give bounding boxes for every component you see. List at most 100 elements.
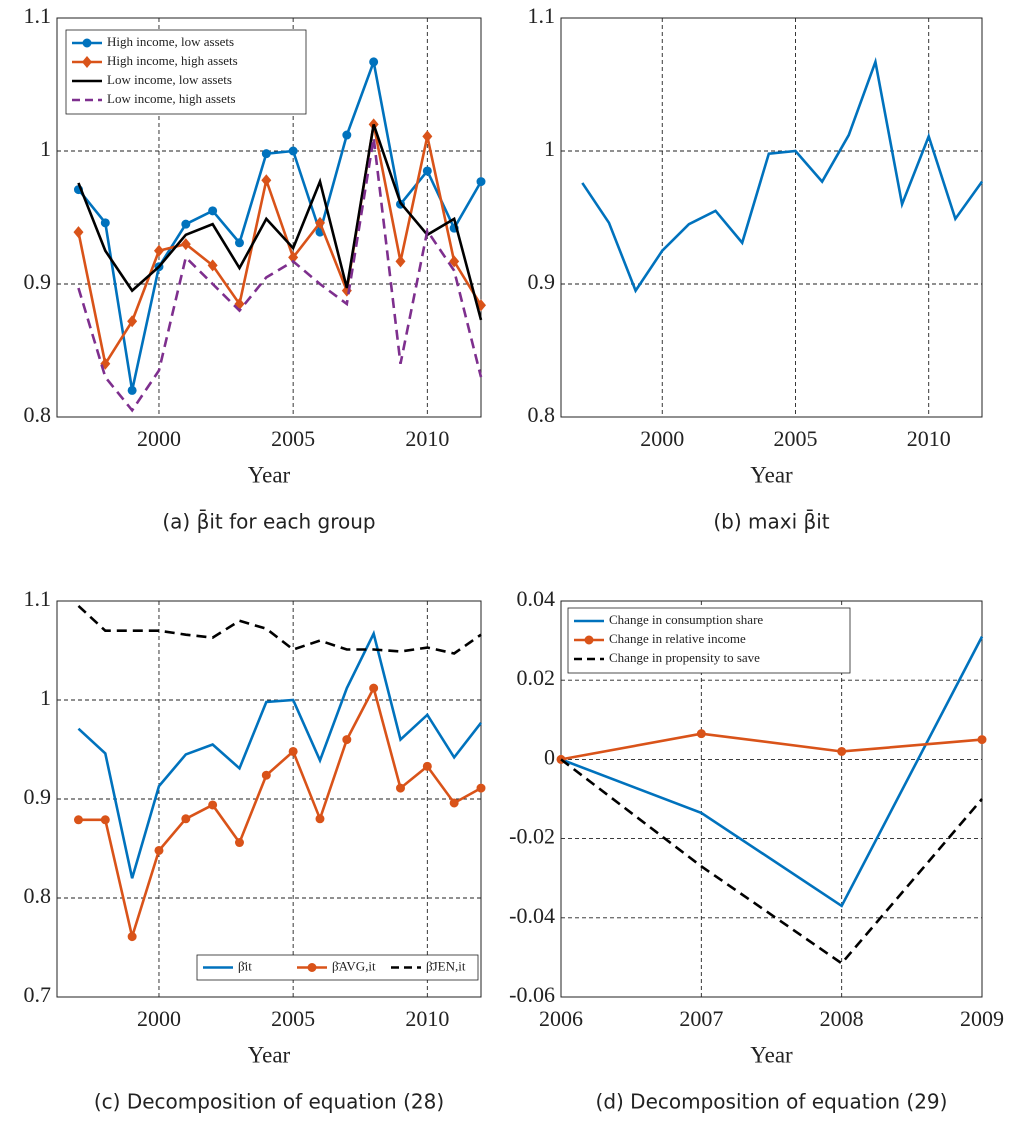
- marker: [696, 729, 706, 739]
- marker: [208, 206, 218, 216]
- marker: [208, 800, 218, 810]
- marker: [449, 798, 459, 808]
- legend-label: Change in relative income: [609, 631, 746, 646]
- marker: [127, 315, 138, 328]
- legend-box: [196, 954, 479, 981]
- marker: [261, 149, 271, 159]
- marker: [342, 735, 352, 745]
- marker: [154, 845, 164, 855]
- legend-box: [567, 607, 851, 674]
- legend-label: β̄it: [238, 958, 252, 973]
- y-tick-label: 0.9: [528, 269, 556, 294]
- x-tick-label: 2010: [405, 1006, 449, 1031]
- y-tick-label: 0.02: [517, 665, 556, 690]
- series-line: [77, 57, 483, 391]
- y-tick-label: 1: [40, 136, 51, 161]
- marker: [422, 130, 433, 143]
- y-tick-label: 1.1: [24, 586, 52, 611]
- marker: [207, 259, 218, 272]
- series-line: [77, 137, 483, 413]
- marker: [127, 932, 137, 942]
- marker: [395, 255, 406, 268]
- legend-label: β̄AVG,it: [332, 958, 376, 973]
- marker: [307, 963, 317, 972]
- series-line: [77, 604, 482, 655]
- x-tick-label: 2000: [137, 426, 181, 451]
- marker: [180, 238, 191, 251]
- y-tick-label: -0.04: [509, 903, 555, 928]
- x-tick-label: 2009: [960, 1006, 1004, 1031]
- x-axis-label: Year: [750, 1042, 793, 1067]
- x-axis-label: Year: [750, 462, 793, 487]
- series-line: [78, 684, 482, 942]
- series-line: [560, 758, 983, 966]
- marker: [395, 783, 405, 793]
- marker: [73, 226, 84, 239]
- y-tick-label: 0.8: [528, 402, 556, 427]
- marker: [977, 735, 987, 745]
- marker: [369, 683, 379, 693]
- marker: [476, 783, 486, 793]
- marker: [476, 177, 486, 187]
- legend-label: High income, high assets: [107, 53, 238, 68]
- series-line: [77, 123, 483, 321]
- y-tick-label: -0.02: [509, 824, 555, 849]
- legend-label: Low income, low assets: [107, 72, 232, 87]
- legend-label: Change in propensity to save: [609, 650, 760, 665]
- legend-label: β̄JEN,it: [426, 958, 466, 973]
- y-tick-label: 1.1: [24, 3, 52, 28]
- marker: [314, 216, 325, 229]
- marker: [234, 238, 244, 248]
- series-line: [581, 56, 984, 294]
- marker: [82, 56, 92, 68]
- x-tick-label: 2010: [907, 426, 951, 451]
- caption: (c) Decomposition of equation (28): [94, 1090, 444, 1114]
- x-tick-label: 2010: [405, 426, 449, 451]
- y-tick-label: 0.04: [517, 586, 556, 611]
- x-tick-label: 2006: [539, 1006, 583, 1031]
- series-line: [560, 636, 984, 908]
- x-tick-label: 2005: [271, 426, 315, 451]
- series-line: [77, 124, 483, 368]
- x-axis-label: Year: [248, 1042, 291, 1067]
- marker: [449, 255, 460, 268]
- marker: [73, 815, 83, 825]
- series-line: [560, 732, 983, 761]
- y-tick-label: 0.8: [24, 402, 52, 427]
- x-tick-label: 2007: [679, 1006, 723, 1031]
- y-tick-label: 0: [544, 744, 555, 769]
- marker: [181, 814, 191, 824]
- marker: [153, 244, 164, 257]
- axes-box: [560, 17, 983, 418]
- x-tick-label: 2000: [640, 426, 684, 451]
- marker: [100, 815, 110, 825]
- marker: [100, 218, 110, 228]
- y-tick-label: 1: [40, 685, 51, 710]
- x-tick-label: 2005: [773, 426, 817, 451]
- marker: [315, 814, 325, 824]
- y-tick-label: 1: [544, 136, 555, 161]
- marker: [837, 746, 847, 756]
- marker: [261, 174, 272, 187]
- axes-box: [56, 17, 482, 418]
- marker: [261, 770, 271, 780]
- marker: [234, 838, 244, 848]
- x-tick-label: 2000: [137, 1006, 181, 1031]
- marker: [369, 57, 379, 67]
- marker: [288, 251, 299, 264]
- marker: [127, 385, 137, 395]
- legend-label: High income, low assets: [107, 34, 234, 49]
- y-tick-label: 0.8: [24, 883, 52, 908]
- x-axis-label: Year: [248, 462, 291, 487]
- legend-label: Low income, high assets: [107, 91, 236, 106]
- legend-box: [65, 29, 307, 115]
- x-tick-label: 2005: [271, 1006, 315, 1031]
- marker: [288, 746, 298, 756]
- marker: [181, 219, 191, 229]
- y-tick-label: 0.9: [24, 269, 52, 294]
- axes-box: [56, 600, 482, 998]
- caption: (b) maxi β̄it: [713, 509, 829, 534]
- marker: [288, 146, 298, 156]
